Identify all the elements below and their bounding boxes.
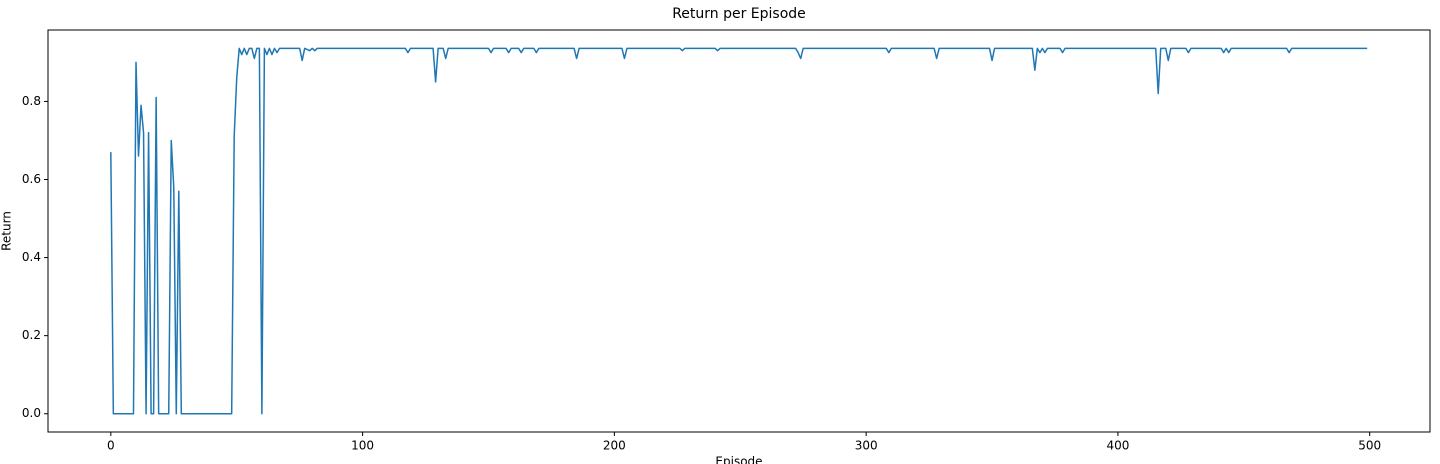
y-tick-label: 0.6: [22, 172, 41, 186]
x-axis-label: Episode: [715, 455, 762, 464]
chart-title: Return per Episode: [672, 6, 806, 22]
x-tick-label: 500: [1358, 439, 1381, 453]
y-tick-label: 0.0: [22, 406, 41, 420]
x-tick-label: 400: [1106, 439, 1129, 453]
plot-frame: [47, 29, 1431, 433]
data-line: [110, 47, 1368, 415]
x-tick-label: 300: [855, 439, 878, 453]
x-tick-label: 200: [603, 439, 626, 453]
x-tick-label: 100: [351, 439, 374, 453]
y-axis-label: Return: [0, 211, 14, 251]
y-tick-label: 0.2: [22, 328, 41, 342]
y-tick-label: 0.8: [22, 94, 41, 108]
y-tick-label: 0.4: [22, 250, 41, 264]
x-tick-label: 0: [107, 439, 115, 453]
